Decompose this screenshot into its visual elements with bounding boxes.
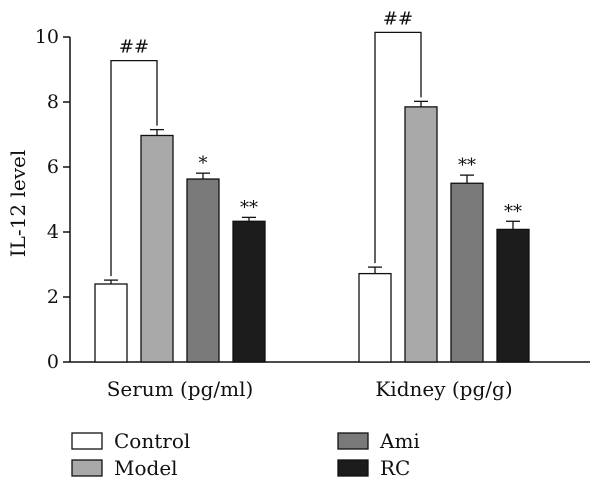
- significance-label: **: [240, 197, 258, 218]
- y-tick-label: 10: [35, 26, 59, 48]
- legend: Control Model Ami RC: [71, 429, 420, 480]
- legend-label: RC: [380, 456, 410, 480]
- bar: [404, 106, 438, 363]
- y-tick-label: 2: [47, 286, 59, 308]
- bar: [358, 272, 392, 363]
- bar: [140, 134, 174, 363]
- bar: [496, 228, 530, 363]
- legend-swatch: [71, 459, 103, 477]
- significance-label: **: [458, 155, 476, 176]
- bar: [232, 220, 266, 363]
- legend-swatch: [337, 432, 369, 450]
- significance-label: **: [504, 201, 522, 222]
- legend-swatch: [337, 459, 369, 477]
- axes: 0 2 4 6 8 10 IL-12 level Serum (pg/ml) Kidney (p…: [6, 26, 590, 401]
- legend-label: Ami: [379, 429, 420, 453]
- bracket-label: ##: [119, 37, 149, 58]
- bar: [94, 283, 128, 363]
- bars: [94, 100, 530, 363]
- legend-swatch: [71, 432, 103, 450]
- y-axis-title: IL-12 level: [6, 150, 30, 258]
- bar: [186, 178, 220, 363]
- significance-label: *: [199, 153, 208, 174]
- bracket-label: ##: [383, 8, 413, 29]
- y-tick-label: 6: [47, 156, 59, 178]
- legend-label: Model: [114, 456, 178, 480]
- significance-bracket: [374, 31, 422, 264]
- bar: [450, 182, 484, 363]
- y-tick-label: 8: [47, 91, 59, 113]
- significance-bracket: [110, 59, 158, 277]
- y-tick-label: 4: [47, 221, 59, 243]
- category-label: Serum (pg/ml): [107, 377, 254, 401]
- category-label: Kidney (pg/g): [375, 377, 512, 401]
- annotations: * **** **####: [110, 8, 522, 277]
- y-tick-label: 0: [47, 351, 59, 373]
- legend-label: Control: [114, 429, 190, 453]
